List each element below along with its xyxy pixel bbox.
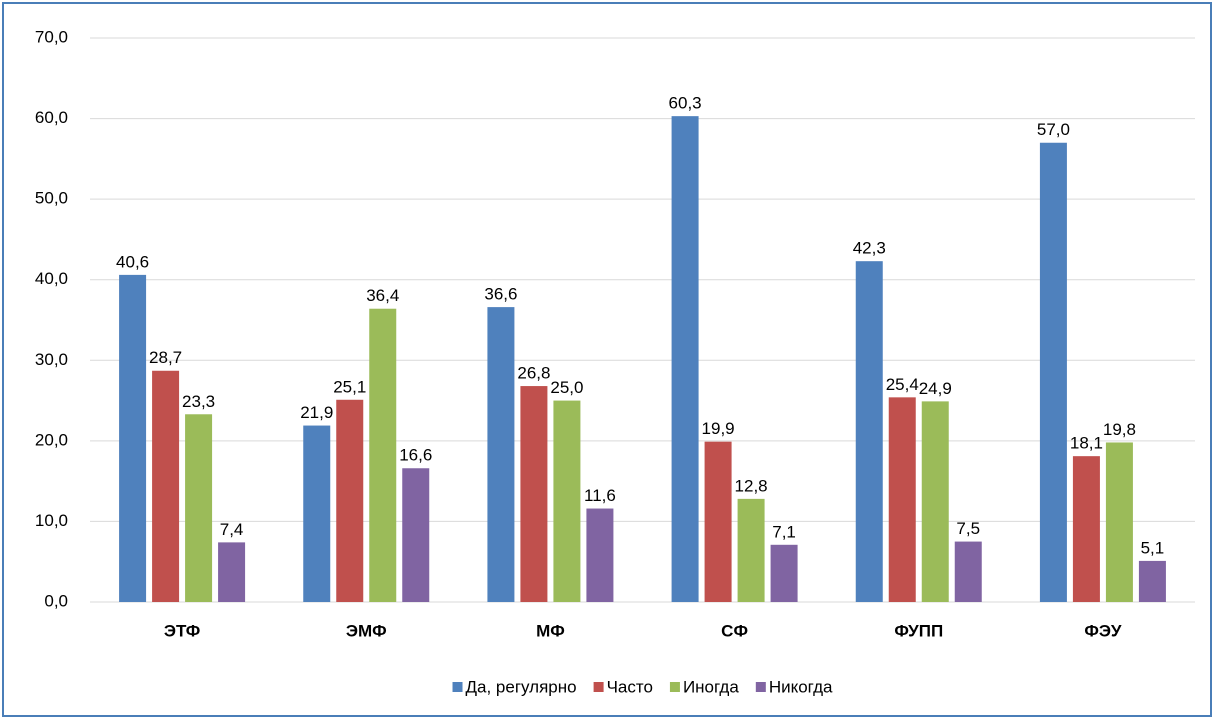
value-label: 19,9 [702, 419, 735, 438]
value-label: 57,0 [1037, 120, 1070, 139]
bar [1138, 560, 1166, 602]
bar [152, 370, 180, 602]
bar [218, 542, 246, 602]
bar [487, 307, 515, 602]
y-tick-label: 10,0 [35, 511, 68, 530]
bar [921, 401, 949, 602]
legend-label: Никогда [769, 677, 833, 696]
bar [119, 274, 147, 602]
bar [303, 425, 331, 602]
x-tick-label: МФ [536, 621, 565, 640]
value-label: 26,8 [517, 364, 550, 383]
value-label: 7,5 [956, 519, 980, 538]
legend-swatch [452, 682, 463, 692]
bar [402, 468, 430, 602]
legend-swatch [593, 682, 604, 692]
value-label: 7,1 [772, 522, 796, 541]
x-tick-label: ЭТФ [164, 621, 200, 640]
bar [185, 414, 213, 602]
value-label: 25,0 [550, 378, 583, 397]
x-tick-label: ФУПП [894, 621, 943, 640]
value-label: 7,4 [220, 520, 244, 539]
value-label: 36,4 [366, 286, 399, 305]
y-tick-label: 60,0 [35, 108, 68, 127]
y-tick-label: 40,0 [35, 269, 68, 288]
value-label: 25,4 [886, 375, 919, 394]
value-label: 11,6 [584, 486, 616, 505]
y-tick-label: 20,0 [35, 430, 68, 449]
legend-label: Да, регулярно [466, 677, 577, 696]
legend-label: Часто [607, 677, 653, 696]
value-label: 24,9 [919, 379, 952, 398]
legend-swatch [755, 682, 766, 692]
bar [1072, 456, 1100, 602]
x-tick-label: ФЭУ [1084, 621, 1122, 640]
value-label: 42,3 [853, 239, 886, 258]
value-label: 60,3 [669, 94, 702, 113]
bar [336, 399, 364, 602]
bar [737, 498, 765, 602]
y-tick-label: 30,0 [35, 350, 68, 369]
bar [855, 261, 883, 602]
value-label: 25,1 [333, 377, 366, 396]
bar [1105, 442, 1133, 602]
bar [671, 116, 699, 602]
bar [520, 386, 548, 602]
value-label: 19,8 [1103, 420, 1136, 439]
bar [888, 397, 916, 602]
bar [770, 544, 798, 602]
value-label: 28,7 [149, 348, 182, 367]
legend-label: Иногда [683, 677, 739, 696]
bar [369, 308, 397, 602]
value-label: 16,6 [399, 446, 432, 465]
value-label: 40,6 [116, 252, 149, 271]
bar [704, 441, 732, 602]
value-label: 5,1 [1141, 538, 1165, 557]
legend-swatch [669, 682, 680, 692]
y-tick-label: 70,0 [35, 27, 68, 46]
bar [1039, 142, 1067, 602]
value-label: 21,9 [300, 403, 333, 422]
x-tick-label: ЭМФ [346, 621, 387, 640]
y-tick-label: 0,0 [44, 591, 68, 610]
value-label: 23,3 [182, 392, 215, 411]
value-label: 36,6 [484, 285, 517, 304]
value-label: 18,1 [1070, 434, 1103, 453]
value-label: 12,8 [735, 476, 768, 495]
x-tick-label: СФ [721, 621, 748, 640]
bar [553, 400, 581, 602]
bar [954, 541, 982, 602]
y-tick-label: 50,0 [35, 189, 68, 208]
bar [586, 508, 614, 602]
